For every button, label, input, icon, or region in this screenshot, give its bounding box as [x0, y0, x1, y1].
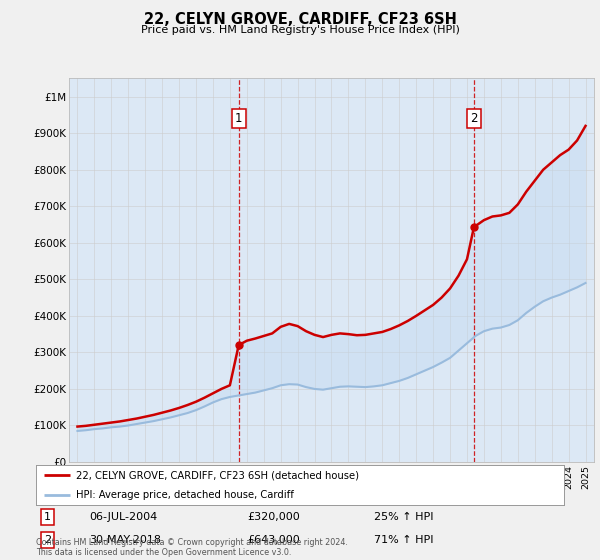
Text: Contains HM Land Registry data © Crown copyright and database right 2024.
This d: Contains HM Land Registry data © Crown c…: [36, 538, 348, 557]
Text: Price paid vs. HM Land Registry's House Price Index (HPI): Price paid vs. HM Land Registry's House …: [140, 25, 460, 35]
Text: 30-MAY-2018: 30-MAY-2018: [89, 535, 161, 545]
Text: £320,000: £320,000: [247, 512, 300, 522]
Text: 06-JUL-2004: 06-JUL-2004: [89, 512, 157, 522]
Text: £643,000: £643,000: [247, 535, 300, 545]
Text: 22, CELYN GROVE, CARDIFF, CF23 6SH (detached house): 22, CELYN GROVE, CARDIFF, CF23 6SH (deta…: [76, 470, 359, 480]
Text: 2: 2: [470, 112, 478, 125]
Text: 22, CELYN GROVE, CARDIFF, CF23 6SH: 22, CELYN GROVE, CARDIFF, CF23 6SH: [143, 12, 457, 27]
Text: 1: 1: [235, 112, 242, 125]
Text: HPI: Average price, detached house, Cardiff: HPI: Average price, detached house, Card…: [76, 489, 293, 500]
Text: 25% ↑ HPI: 25% ↑ HPI: [374, 512, 433, 522]
Text: 71% ↑ HPI: 71% ↑ HPI: [374, 535, 433, 545]
Text: 1: 1: [44, 512, 51, 522]
Text: 2: 2: [44, 535, 51, 545]
